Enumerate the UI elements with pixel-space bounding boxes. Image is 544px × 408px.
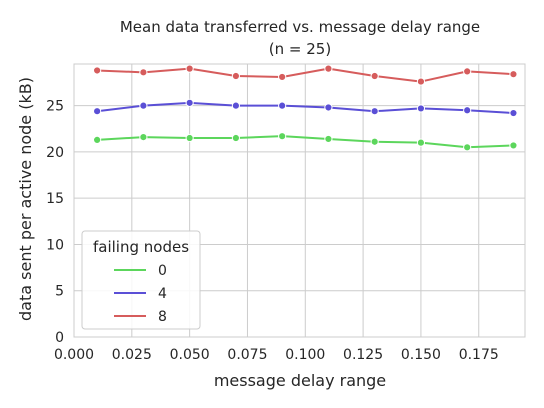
data-point — [278, 101, 287, 110]
legend-label: 4 — [158, 286, 167, 302]
legend-items: 0 4 8 — [114, 263, 167, 325]
legend-item-4: 4 — [114, 286, 167, 302]
x-tick-label: 0.025 — [112, 347, 152, 363]
data-point — [324, 134, 333, 144]
x-tick-label: 0.100 — [285, 347, 325, 363]
series-0 — [93, 132, 518, 152]
data-point — [509, 108, 518, 118]
data-point — [370, 107, 379, 116]
y-tick-label: 20 — [46, 145, 64, 161]
x-tick-label: 0.175 — [459, 347, 499, 363]
data-point — [231, 133, 240, 143]
legend-title: failing nodes — [93, 238, 189, 256]
data-point — [139, 68, 148, 77]
series-line — [97, 135, 514, 149]
data-point — [509, 70, 518, 79]
data-point — [416, 77, 426, 86]
y-tick-label: 25 — [46, 99, 64, 115]
legend-item-0: 0 — [114, 263, 167, 279]
data-point — [324, 64, 333, 73]
series-8 — [93, 64, 518, 86]
data-point — [370, 137, 379, 146]
data-point — [463, 106, 472, 115]
y-tick-labels: 0 5 10 15 20 25 — [46, 99, 64, 346]
y-tick-label: 0 — [55, 330, 64, 346]
data-point — [231, 71, 240, 81]
x-tick-label: 0.000 — [54, 347, 94, 363]
legend-box — [81, 230, 201, 330]
x-tick-label: 0.125 — [343, 347, 383, 363]
y-tick-label: 5 — [55, 284, 64, 300]
data-point — [185, 98, 194, 107]
x-tick-labels: 0.000 0.025 0.050 0.075 0.100 0.125 0.150 0.175 — [54, 347, 499, 363]
series — [93, 64, 518, 152]
data-point — [509, 141, 518, 150]
data-point — [416, 138, 426, 147]
legend: failing nodes 0 4 8 — [81, 230, 201, 330]
y-tick-label: 15 — [46, 191, 64, 207]
data-point — [93, 135, 102, 144]
data-point — [139, 133, 148, 142]
chart-subtitle: (n = 25) — [269, 40, 331, 58]
series-line — [97, 101, 514, 115]
legend-item-8: 8 — [114, 309, 167, 325]
data-point — [231, 101, 240, 110]
data-point — [463, 143, 472, 152]
data-point — [416, 104, 426, 113]
y-tick-label: 10 — [46, 237, 64, 253]
x-tick-label: 0.050 — [170, 347, 210, 363]
series-line — [97, 67, 514, 83]
x-tick-label: 0.075 — [227, 347, 267, 363]
series-4 — [93, 98, 518, 118]
data-point — [139, 101, 148, 110]
data-point — [93, 107, 102, 116]
y-axis-label: data sent per active node (kB) — [16, 77, 35, 321]
data-point — [324, 103, 333, 112]
data-point — [370, 71, 379, 81]
data-point — [185, 133, 194, 143]
data-point — [463, 67, 472, 76]
legend-label: 0 — [158, 263, 167, 279]
chart-title: Mean data transferred vs. message delay … — [120, 18, 480, 36]
legend-label: 8 — [158, 309, 167, 325]
x-tick-label: 0.150 — [401, 347, 441, 363]
data-point — [278, 72, 287, 82]
data-point — [93, 66, 102, 75]
data-point — [278, 132, 287, 141]
data-point — [185, 64, 194, 73]
x-axis-label: message delay range — [214, 371, 386, 390]
